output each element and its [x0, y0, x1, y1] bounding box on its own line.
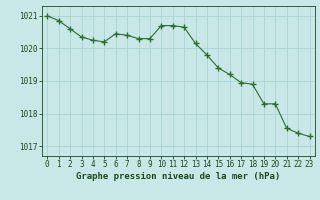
X-axis label: Graphe pression niveau de la mer (hPa): Graphe pression niveau de la mer (hPa) — [76, 172, 281, 181]
